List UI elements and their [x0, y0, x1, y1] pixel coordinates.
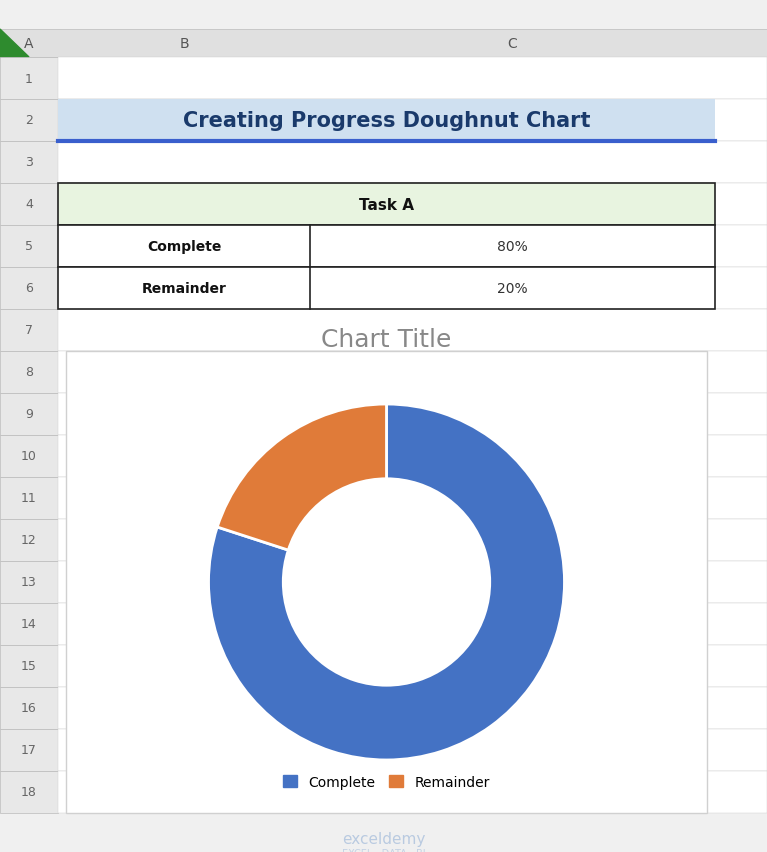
Text: 17: 17	[21, 744, 37, 757]
Bar	[0, 30, 767, 58]
Text: Task A: Task A	[359, 198, 414, 212]
Text: 9: 9	[25, 408, 33, 421]
Bar	[58, 141, 767, 184]
Bar	[0, 561, 58, 603]
Bar	[0, 435, 58, 477]
Text: 16: 16	[21, 702, 37, 715]
Bar	[58, 309, 767, 352]
Bar	[0, 100, 58, 141]
Text: 5: 5	[25, 240, 33, 253]
Text: 18: 18	[21, 786, 37, 798]
Wedge shape	[217, 405, 387, 550]
Bar	[0, 309, 58, 352]
Bar	[58, 100, 767, 141]
Text: Complete: Complete	[146, 239, 221, 254]
Bar	[58, 184, 715, 226]
Text: B: B	[179, 37, 189, 51]
Text: 7: 7	[25, 324, 33, 337]
Bar	[58, 268, 767, 309]
Bar	[58, 729, 767, 771]
Bar	[58, 435, 767, 477]
Bar	[58, 603, 767, 645]
Text: C: C	[508, 37, 518, 51]
Wedge shape	[209, 405, 565, 760]
Bar	[0, 352, 58, 394]
Bar	[58, 352, 767, 394]
Text: A: A	[25, 37, 34, 51]
Text: 4: 4	[25, 199, 33, 211]
Text: 15: 15	[21, 659, 37, 673]
Bar	[0, 603, 58, 645]
Text: 20%: 20%	[497, 282, 528, 296]
Bar	[0, 226, 58, 268]
Bar	[58, 645, 767, 688]
Text: 13: 13	[21, 576, 37, 589]
Bar	[66, 352, 707, 813]
Bar	[58, 688, 767, 729]
Bar	[58, 477, 767, 520]
Bar	[0, 645, 58, 688]
Bar	[58, 58, 767, 100]
Bar	[58, 226, 767, 268]
Bar	[0, 729, 58, 771]
Polygon shape	[0, 30, 29, 58]
Legend: Complete, Remainder: Complete, Remainder	[279, 771, 494, 793]
Bar	[0, 477, 58, 520]
Bar	[58, 268, 715, 309]
Bar	[0, 184, 58, 226]
Bar	[58, 184, 767, 226]
Text: 11: 11	[21, 492, 37, 505]
Bar	[58, 520, 767, 561]
Text: 12: 12	[21, 534, 37, 547]
Bar	[0, 520, 58, 561]
Bar	[58, 561, 767, 603]
Text: 10: 10	[21, 450, 37, 463]
Bar	[0, 58, 58, 100]
Text: 80%: 80%	[497, 239, 528, 254]
Text: 1: 1	[25, 72, 33, 85]
Text: EXCEL · DATA · BI: EXCEL · DATA · BI	[341, 848, 426, 852]
Bar	[0, 141, 58, 184]
Text: 8: 8	[25, 366, 33, 379]
Text: 2: 2	[25, 114, 33, 127]
Text: exceldemy: exceldemy	[342, 832, 425, 847]
Bar	[0, 688, 58, 729]
Text: 6: 6	[25, 282, 33, 295]
Title: Chart Title: Chart Title	[321, 327, 452, 351]
Bar	[58, 394, 767, 435]
Bar	[0, 394, 58, 435]
Bar	[58, 226, 715, 268]
Bar	[0, 268, 58, 309]
Text: Creating Progress Doughnut Chart: Creating Progress Doughnut Chart	[183, 111, 591, 131]
Bar	[58, 100, 715, 141]
Text: 14: 14	[21, 618, 37, 630]
Text: Remainder: Remainder	[142, 282, 226, 296]
Bar	[58, 771, 767, 813]
Bar	[0, 771, 58, 813]
Text: 3: 3	[25, 156, 33, 170]
